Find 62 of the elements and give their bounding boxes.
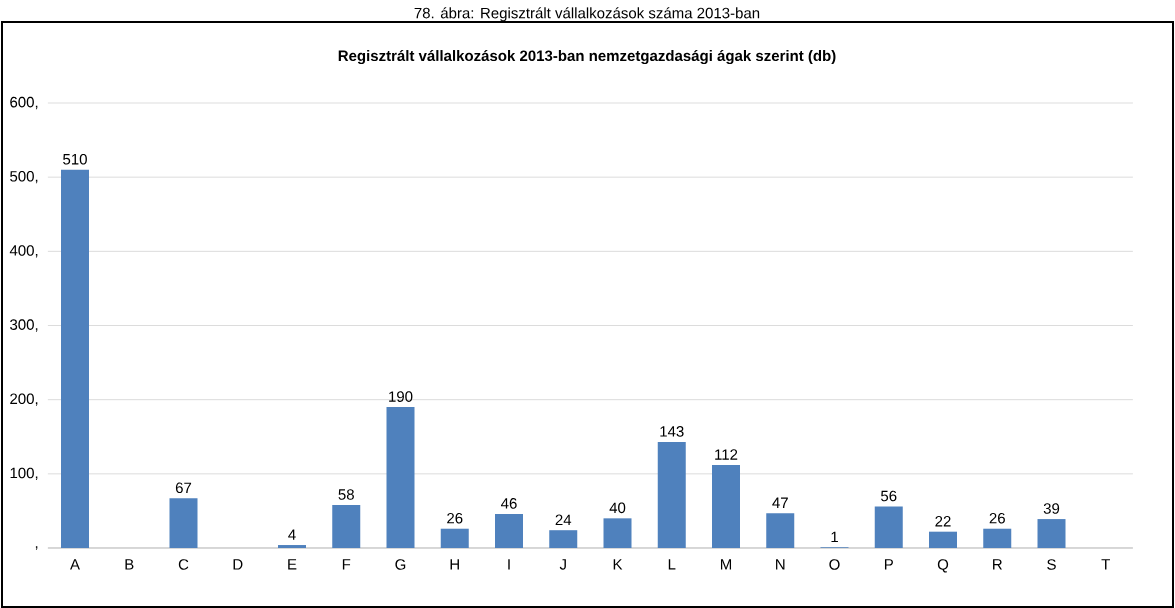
y-tick-label: 500, — [10, 170, 38, 184]
x-tick-label: G — [395, 559, 406, 570]
data-label: 510 — [63, 153, 87, 165]
y-tick-label: 400, — [9, 245, 38, 258]
chart-title: Regisztrált vállalkozások 2013-ban nemzetgazdasági ágak szerint (db) — [338, 49, 836, 65]
text: 78. ábra: Regisztrált vállalkozások száma 2013-ban — [414, 7, 760, 22]
x-tick-label: P — [884, 559, 893, 570]
x-tick-label: A — [70, 559, 80, 570]
x-tick-label: I — [508, 559, 510, 570]
bar — [929, 531, 957, 548]
data-label: 112 — [715, 449, 738, 460]
bar — [549, 530, 578, 548]
bar — [440, 528, 469, 548]
x-tick-label: E — [288, 559, 297, 570]
bar — [603, 518, 632, 548]
x-tick-label: Q — [937, 559, 949, 573]
data-label: 4 — [288, 529, 296, 540]
bar — [332, 504, 361, 548]
bar — [983, 528, 1012, 548]
y-tick-label: 200, — [10, 393, 38, 406]
x-tick-label: O — [829, 559, 840, 570]
y-tick-label: 300, — [10, 319, 38, 332]
x-tick-label: T — [1101, 559, 1110, 570]
data-label: 40 — [609, 502, 626, 514]
data-label: 24 — [555, 514, 572, 525]
x-tick-label: F — [342, 559, 351, 570]
x-tick-label: S — [1047, 559, 1056, 570]
x-tick-label: B — [125, 559, 134, 570]
data-label: 46 — [501, 498, 517, 509]
bar — [1037, 519, 1066, 548]
y-tick-label: 600, — [10, 96, 38, 110]
data-label: 26 — [989, 512, 1005, 524]
data-label: 143 — [660, 426, 684, 437]
bar — [278, 545, 306, 548]
x-tick-label: K — [613, 559, 623, 570]
x-tick-label: N — [776, 559, 785, 570]
x-tick-label: J — [559, 559, 566, 570]
x-tick-label: D — [233, 559, 243, 570]
x-tick-label: L — [668, 559, 676, 570]
data-label: 39 — [1043, 503, 1060, 514]
bar — [657, 441, 686, 548]
data-label: 22 — [935, 516, 951, 527]
data-label: 58 — [338, 489, 354, 500]
bar — [495, 513, 523, 548]
data-label: 56 — [881, 490, 897, 502]
data-label: 47 — [772, 497, 788, 508]
x-tick-label: H — [450, 559, 459, 570]
bar — [766, 513, 795, 548]
y-tick-label: , — [35, 546, 38, 550]
bar — [386, 407, 415, 548]
bar — [61, 169, 89, 548]
bar — [874, 506, 903, 548]
x-tick-label: M — [720, 559, 732, 570]
data-label: 190 — [389, 391, 413, 402]
y-tick-label: 100, — [10, 467, 38, 481]
x-tick-label: R — [993, 559, 1002, 570]
bar — [712, 464, 740, 548]
bar — [169, 498, 198, 548]
data-label: 26 — [447, 512, 463, 524]
data-label: 1 — [831, 531, 838, 543]
data-label: 67 — [175, 482, 192, 494]
x-tick-label: C — [178, 559, 189, 570]
